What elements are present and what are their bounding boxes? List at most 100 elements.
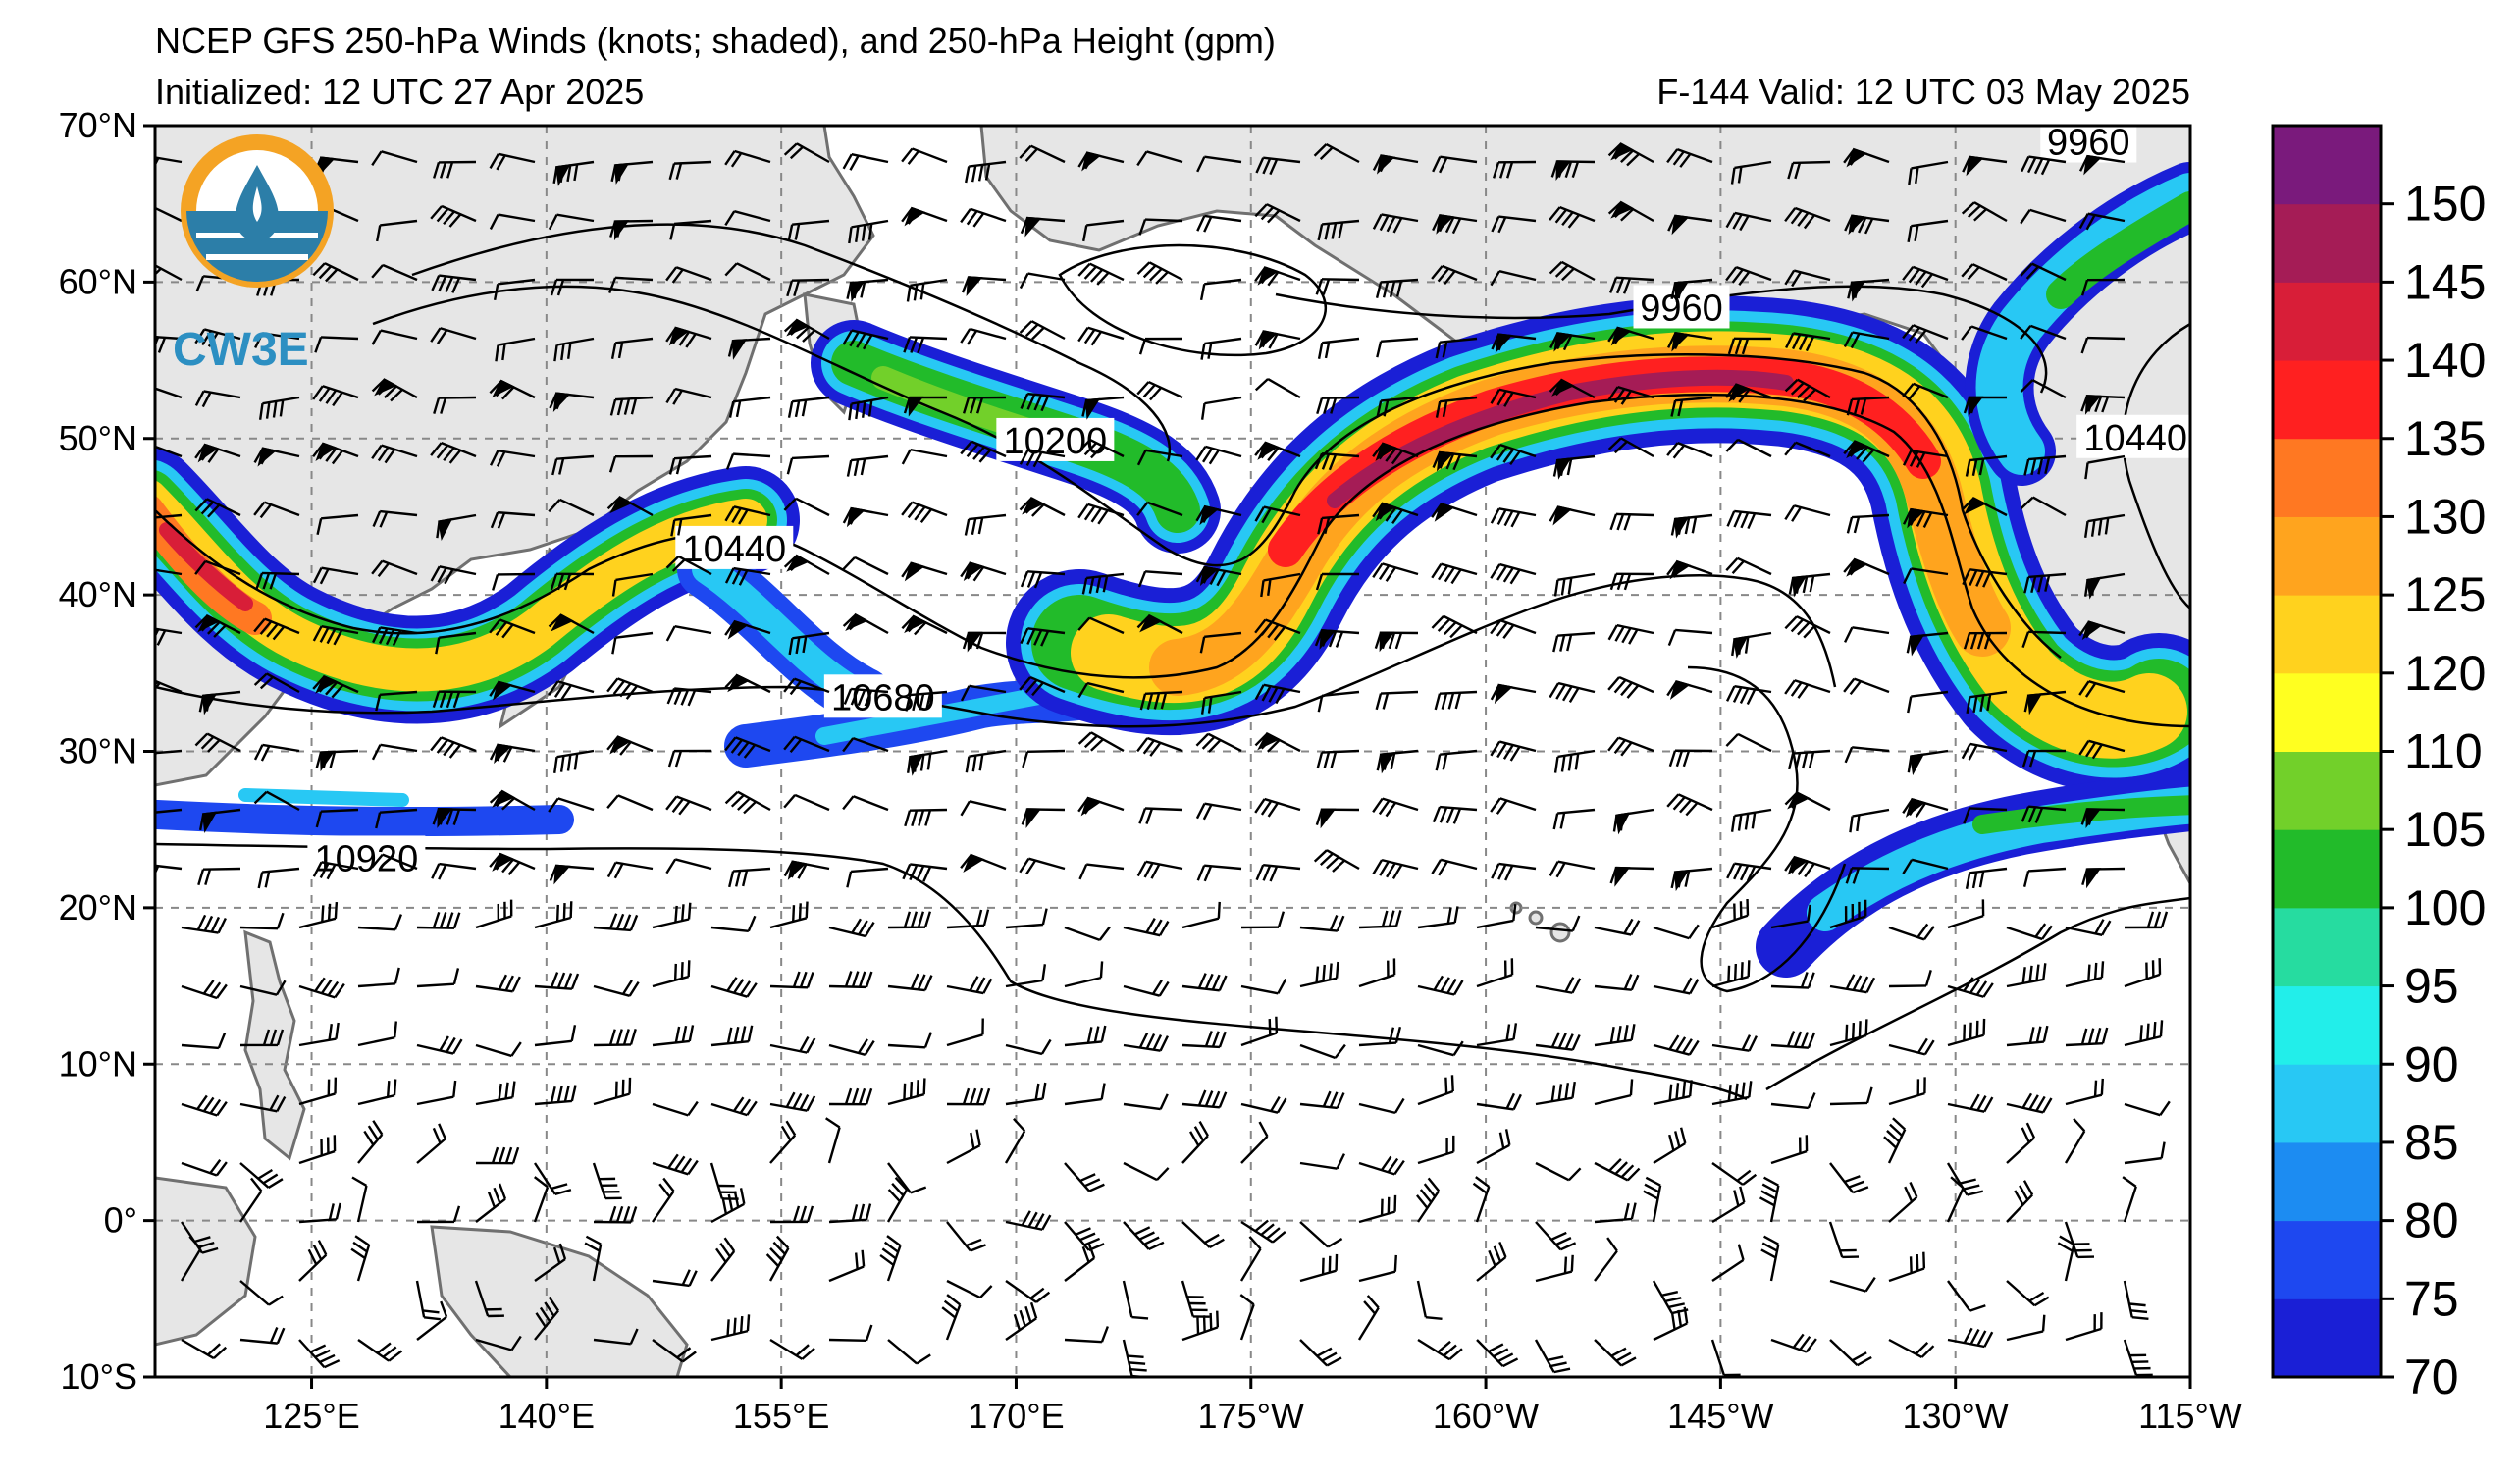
wind-barb — [430, 736, 477, 759]
colorbar-swatch — [2273, 1141, 2381, 1222]
wind-barb — [1064, 1326, 1109, 1344]
wind-barb — [1435, 337, 1478, 359]
wind-barb — [887, 1339, 931, 1365]
wind-barb — [1787, 160, 1831, 180]
wind-barb — [606, 861, 654, 879]
wind-barb — [611, 631, 654, 655]
wind-barb — [1181, 901, 1221, 929]
wind-barb — [783, 793, 830, 812]
wind-barb — [2065, 961, 2105, 988]
wind-barb — [1064, 1083, 1106, 1106]
wind-barb — [475, 974, 521, 993]
wind-barb — [2006, 963, 2047, 988]
wind-barb — [787, 396, 830, 418]
wind-barb — [946, 1087, 991, 1106]
wind-barb — [489, 618, 536, 639]
wind-barb — [2084, 454, 2126, 480]
wind-barb — [2021, 749, 2067, 768]
wind-barb — [1670, 867, 1713, 892]
wind-barb — [1902, 449, 1949, 468]
wind-barb — [724, 790, 771, 815]
wind-barb — [155, 445, 183, 458]
wind-barb — [1725, 211, 1772, 232]
wind-barb — [1888, 1251, 1926, 1283]
colorbar-tick-label: 145 — [2404, 254, 2486, 309]
colorbar-tick-label: 130 — [2404, 489, 2486, 544]
wind-barb — [1549, 260, 1596, 282]
height-contours — [155, 223, 2190, 1101]
wind-barb — [351, 1176, 368, 1223]
wind-barb — [1829, 1276, 1876, 1293]
wind-barb — [1476, 1241, 1507, 1282]
wind-barb — [1608, 276, 1654, 294]
wind-barb — [2020, 496, 2067, 517]
wind-barb — [1181, 1121, 1209, 1164]
wind-barb — [1961, 201, 2008, 223]
wind-barb — [239, 912, 285, 930]
wind-barb — [610, 160, 654, 185]
wind-barb — [1784, 855, 1831, 878]
wind-barb — [1711, 898, 1750, 929]
wind-barb — [1240, 1096, 1287, 1114]
wind-barb — [2006, 1314, 2046, 1342]
wind-barb — [1372, 154, 1419, 175]
wind-barb — [1314, 629, 1360, 650]
wind-barb — [1196, 864, 1242, 882]
wind-barb — [710, 1314, 751, 1342]
wind-barb — [550, 278, 595, 296]
wind-barb — [1476, 1339, 1519, 1368]
wind-barb — [1138, 807, 1183, 824]
wind-barb — [155, 206, 183, 223]
wind-barb — [1552, 808, 1596, 830]
wind-barb — [298, 1022, 340, 1047]
colorbar-swatch — [2273, 516, 2381, 596]
wind-barb — [194, 732, 241, 753]
wind-barb — [1844, 626, 1890, 643]
wind-barb — [253, 617, 300, 641]
wind-barb — [846, 867, 889, 888]
wind-barb — [489, 743, 536, 765]
colorbar-swatch — [2273, 438, 2381, 517]
wind-barb — [724, 262, 771, 282]
wind-barb — [1195, 565, 1242, 587]
wind-barb — [1123, 980, 1170, 997]
wind-barb — [1375, 278, 1419, 298]
contour-9960-closed — [1058, 243, 1327, 357]
wind-barb — [1490, 619, 1537, 640]
wind-barb — [315, 808, 359, 828]
wind-barb — [1552, 631, 1596, 653]
wind-barb — [1372, 562, 1419, 582]
wind-barb — [846, 278, 889, 302]
wind-barb — [610, 337, 654, 359]
wind-barb — [1535, 1032, 1581, 1051]
wind-barb — [1372, 858, 1419, 880]
wind-barb — [1435, 396, 1478, 418]
wind-barb — [1888, 1338, 1935, 1358]
lon-tick-label: 115°W — [2138, 1396, 2242, 1436]
wind-barb — [1725, 685, 1772, 706]
wind-barb — [593, 1029, 637, 1047]
wind-barb — [1549, 860, 1596, 878]
wind-barb — [1725, 438, 1772, 458]
wind-barb — [2006, 1280, 2050, 1307]
wind-barb — [946, 1129, 981, 1165]
wind-barb — [372, 626, 418, 647]
wind-barb — [1961, 263, 2008, 282]
wind-barb — [962, 631, 1007, 653]
wind-barb — [1005, 1038, 1052, 1056]
wind-barb — [1666, 559, 1713, 580]
wind-barb — [298, 1240, 328, 1282]
wind-barb — [1607, 736, 1654, 757]
colorbar-tick-label: 70 — [2404, 1350, 2459, 1404]
wind-barb — [1019, 272, 1066, 290]
wind-barb — [724, 673, 771, 694]
contour-label-text: 10440 — [2083, 418, 2187, 459]
wind-barb — [1594, 1237, 1618, 1282]
wind-barb — [1965, 867, 2008, 889]
wind-barb — [1965, 454, 2008, 477]
contour-label: 10680 — [823, 674, 942, 718]
wind-barb — [1299, 915, 1345, 932]
wind-barb — [181, 1094, 228, 1117]
wind-barb — [1196, 155, 1242, 173]
